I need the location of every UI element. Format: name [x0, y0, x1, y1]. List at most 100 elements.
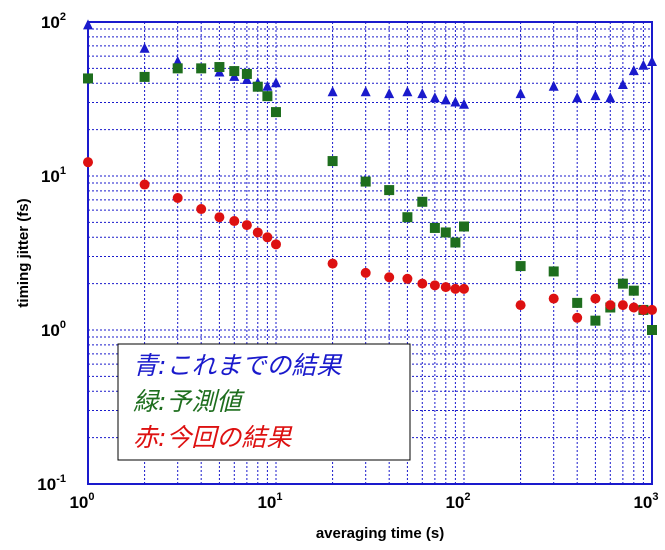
circle-marker — [515, 300, 526, 311]
square-marker — [139, 71, 150, 82]
x-tick-base: 10 — [257, 493, 276, 512]
y-tick-exponent: 1 — [60, 165, 66, 177]
square-marker — [252, 81, 263, 92]
triangle-marker — [590, 90, 601, 101]
triangle-marker — [628, 65, 639, 76]
triangle-marker — [83, 19, 93, 30]
legend-entry: 青:これまでの結果 — [133, 351, 343, 380]
legend-entry: 赤:今回の結果 — [133, 423, 293, 452]
circle-marker — [139, 179, 150, 190]
circle-marker — [384, 272, 395, 283]
circle-marker — [241, 220, 252, 231]
y-tick-exponent: 0 — [60, 319, 66, 331]
square-marker — [628, 285, 639, 296]
square-marker — [572, 297, 583, 308]
circle-marker — [262, 232, 273, 243]
circle-marker — [459, 283, 469, 294]
triangle-marker — [617, 78, 628, 89]
triangle-marker — [429, 92, 440, 103]
triangle-marker — [572, 92, 583, 103]
legend-entry: 緑:予測値 — [133, 387, 245, 416]
circle-marker — [252, 227, 263, 238]
square-marker — [429, 222, 440, 233]
circle-marker — [229, 216, 240, 227]
y-axis-label: timing jitter (fs) — [15, 198, 32, 307]
circle-marker — [429, 280, 440, 291]
circle-marker — [360, 267, 371, 278]
circle-marker — [327, 258, 338, 269]
x-tick-base: 10 — [69, 493, 88, 512]
square-marker — [617, 278, 628, 289]
circle-marker — [172, 192, 183, 203]
triangle-marker — [384, 88, 395, 99]
square-marker — [384, 185, 395, 196]
circle-marker — [271, 239, 281, 250]
triangle-marker — [548, 80, 559, 91]
plot-area — [87, 21, 653, 485]
triangle-marker — [271, 77, 281, 88]
x-tick-base: 10 — [445, 493, 464, 512]
square-marker — [83, 73, 93, 84]
square-marker — [459, 221, 469, 232]
circle-marker — [214, 212, 225, 223]
circle-marker — [196, 204, 207, 215]
circle-marker — [572, 312, 583, 323]
x-axis-label: averaging time (s) — [316, 525, 444, 542]
x-tick-exponent: 0 — [88, 491, 94, 503]
square-marker — [214, 62, 225, 73]
circle-marker — [450, 283, 461, 294]
circle-marker — [605, 300, 616, 311]
square-marker — [417, 196, 428, 207]
circle-marker — [548, 293, 559, 304]
triangle-marker — [417, 88, 428, 99]
square-marker — [548, 266, 559, 277]
square-marker — [590, 315, 601, 326]
square-marker — [271, 107, 281, 118]
x-tick-exponent: 3 — [652, 491, 658, 503]
y-tick-base: 10 — [37, 475, 56, 494]
x-tick-label: 103 — [633, 491, 658, 512]
square-marker — [647, 325, 657, 335]
triangle-marker — [262, 80, 273, 91]
square-marker — [327, 156, 338, 167]
triangle-marker — [360, 86, 371, 97]
square-marker — [360, 176, 371, 187]
x-tick-exponent: 1 — [276, 491, 282, 503]
data-points — [83, 19, 657, 335]
y-tick-exponent: 2 — [60, 11, 66, 23]
circle-marker — [590, 293, 601, 304]
triangle-marker — [638, 59, 649, 70]
x-tick-base: 10 — [633, 493, 652, 512]
x-tick-exponent: 2 — [464, 491, 470, 503]
triangle-marker — [327, 86, 338, 97]
square-marker — [172, 63, 183, 74]
square-marker — [402, 212, 413, 223]
y-tick-label: 102 — [41, 11, 66, 32]
circle-marker — [638, 304, 649, 315]
y-tick-label: 100 — [41, 319, 66, 340]
legend-box — [117, 343, 411, 461]
square-marker — [229, 66, 240, 77]
triangle-marker — [647, 55, 657, 66]
square-marker — [440, 227, 451, 238]
triangle-marker — [459, 98, 469, 109]
circle-marker — [628, 302, 639, 313]
triangle-marker — [440, 94, 451, 105]
triangle-marker — [139, 42, 150, 53]
circle-marker — [402, 273, 413, 284]
y-tick-base: 10 — [41, 167, 60, 186]
triangle-marker — [402, 86, 413, 97]
y-tick-label: 101 — [41, 165, 66, 186]
y-tick-label: 10-1 — [37, 473, 66, 494]
x-tick-label: 102 — [445, 491, 470, 512]
square-marker — [241, 68, 252, 79]
circle-marker — [647, 304, 657, 315]
square-marker — [196, 63, 207, 74]
circle-marker — [617, 300, 628, 311]
triangle-marker — [450, 96, 461, 107]
square-marker — [450, 237, 461, 248]
square-marker — [262, 91, 273, 102]
